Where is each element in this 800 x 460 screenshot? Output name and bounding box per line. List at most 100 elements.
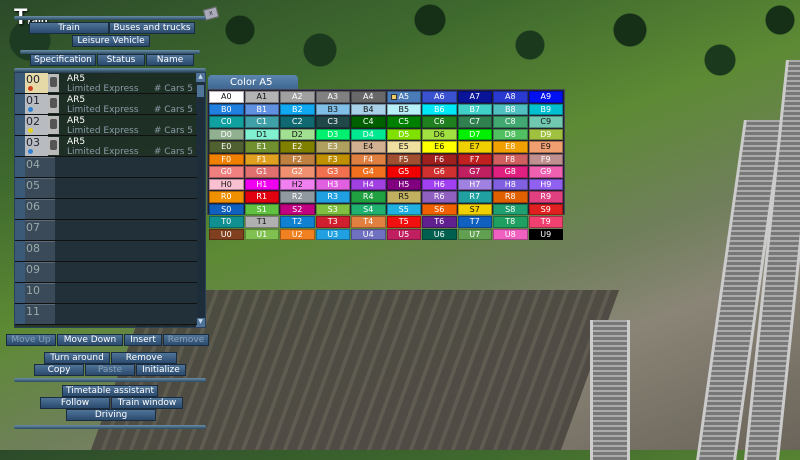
color-swatch-h0[interactable]: H0 <box>209 178 244 190</box>
color-swatch-t7[interactable]: T7 <box>457 216 492 228</box>
color-swatch-a3[interactable]: A3 <box>315 91 350 103</box>
color-swatch-f3[interactable]: F3 <box>315 153 350 165</box>
color-swatch-c8[interactable]: C8 <box>493 116 528 128</box>
color-swatch-b8[interactable]: B8 <box>493 103 528 115</box>
color-swatch-u5[interactable]: U5 <box>386 228 421 240</box>
color-swatch-s6[interactable]: S6 <box>422 203 457 215</box>
color-swatch-b7[interactable]: B7 <box>457 103 492 115</box>
color-swatch-h7[interactable]: H7 <box>457 178 492 190</box>
color-swatch-f6[interactable]: F6 <box>422 153 457 165</box>
color-swatch-c9[interactable]: C9 <box>528 116 563 128</box>
color-swatch-s8[interactable]: S8 <box>493 203 528 215</box>
copy-button[interactable]: Copy <box>34 364 84 376</box>
color-swatch-r9[interactable]: R9 <box>528 191 563 203</box>
empty-slot[interactable]: 05 <box>15 178 197 199</box>
color-swatch-d4[interactable]: D4 <box>351 128 386 140</box>
color-swatch-a6[interactable]: A6 <box>422 91 457 103</box>
insert-button[interactable]: Insert <box>124 334 162 346</box>
empty-slot[interactable]: 09 <box>15 262 197 283</box>
color-swatch-b1[interactable]: B1 <box>244 103 279 115</box>
color-swatch-d9[interactable]: D9 <box>528 128 563 140</box>
color-swatch-f9[interactable]: F9 <box>528 153 563 165</box>
color-swatch-r3[interactable]: R3 <box>315 191 350 203</box>
view-tab-name[interactable]: Name <box>146 54 194 66</box>
color-swatch-h1[interactable]: H1 <box>244 178 279 190</box>
color-swatch-e6[interactable]: E6 <box>422 141 457 153</box>
color-swatch-c4[interactable]: C4 <box>351 116 386 128</box>
paste-button[interactable]: Paste <box>85 364 135 376</box>
color-swatch-a7[interactable]: A7 <box>457 91 492 103</box>
color-swatch-d3[interactable]: D3 <box>315 128 350 140</box>
color-swatch-h9[interactable]: H9 <box>528 178 563 190</box>
color-swatch-d0[interactable]: D0 <box>209 128 244 140</box>
color-swatch-s5[interactable]: S5 <box>386 203 421 215</box>
color-swatch-g2[interactable]: G2 <box>280 166 315 178</box>
color-swatch-b6[interactable]: B6 <box>422 103 457 115</box>
color-swatch-b9[interactable]: B9 <box>528 103 563 115</box>
color-swatch-e3[interactable]: E3 <box>315 141 350 153</box>
color-swatch-a2[interactable]: A2 <box>280 91 315 103</box>
color-swatch-f1[interactable]: F1 <box>244 153 279 165</box>
color-swatch-t8[interactable]: T8 <box>493 216 528 228</box>
color-swatch-d7[interactable]: D7 <box>457 128 492 140</box>
color-swatch-u4[interactable]: U4 <box>351 228 386 240</box>
color-swatch-c5[interactable]: C5 <box>386 116 421 128</box>
color-swatch-d6[interactable]: D6 <box>422 128 457 140</box>
color-swatch-r4[interactable]: R4 <box>351 191 386 203</box>
color-swatch-a5[interactable]: A5 <box>386 91 421 103</box>
color-swatch-s7[interactable]: S7 <box>457 203 492 215</box>
color-swatch-r7[interactable]: R7 <box>457 191 492 203</box>
train-window-button[interactable]: Train window <box>111 397 183 409</box>
empty-slot[interactable]: 11 <box>15 304 197 325</box>
color-swatch-g4[interactable]: G4 <box>351 166 386 178</box>
color-swatch-s4[interactable]: S4 <box>351 203 386 215</box>
color-swatch-f4[interactable]: F4 <box>351 153 386 165</box>
color-swatch-d2[interactable]: D2 <box>280 128 315 140</box>
color-swatch-c3[interactable]: C3 <box>315 116 350 128</box>
color-swatch-e1[interactable]: E1 <box>244 141 279 153</box>
color-swatch-s1[interactable]: S1 <box>244 203 279 215</box>
color-swatch-h2[interactable]: H2 <box>280 178 315 190</box>
color-swatch-s2[interactable]: S2 <box>280 203 315 215</box>
scrollbar[interactable]: ▲ ▼ <box>196 73 205 327</box>
color-swatch-r2[interactable]: R2 <box>280 191 315 203</box>
color-swatch-e9[interactable]: E9 <box>528 141 563 153</box>
color-swatch-f2[interactable]: F2 <box>280 153 315 165</box>
color-swatch-f8[interactable]: F8 <box>493 153 528 165</box>
color-swatch-e8[interactable]: E8 <box>493 141 528 153</box>
color-swatch-c2[interactable]: C2 <box>280 116 315 128</box>
color-swatch-c1[interactable]: C1 <box>244 116 279 128</box>
color-swatch-d8[interactable]: D8 <box>493 128 528 140</box>
scroll-up-icon[interactable]: ▲ <box>196 73 205 82</box>
color-swatch-c0[interactable]: C0 <box>209 116 244 128</box>
color-swatch-b0[interactable]: B0 <box>209 103 244 115</box>
color-swatch-a9[interactable]: A9 <box>528 91 563 103</box>
color-swatch-u2[interactable]: U2 <box>280 228 315 240</box>
color-swatch-c7[interactable]: C7 <box>457 116 492 128</box>
color-swatch-h4[interactable]: H4 <box>351 178 386 190</box>
color-swatch-t1[interactable]: T1 <box>244 216 279 228</box>
color-swatch-e4[interactable]: E4 <box>351 141 386 153</box>
empty-slot[interactable]: 06 <box>15 199 197 220</box>
color-swatch-g9[interactable]: G9 <box>528 166 563 178</box>
color-swatch-t5[interactable]: T5 <box>386 216 421 228</box>
color-swatch-u3[interactable]: U3 <box>315 228 350 240</box>
move-down-button[interactable]: Move Down <box>57 334 123 346</box>
color-swatch-e5[interactable]: E5 <box>386 141 421 153</box>
color-swatch-u6[interactable]: U6 <box>422 228 457 240</box>
timetable-assistant-button[interactable]: Timetable assistant <box>62 385 158 397</box>
remove-button[interactable]: Remove <box>111 352 177 364</box>
initialize-button[interactable]: Initialize <box>136 364 186 376</box>
empty-slot[interactable]: 07 <box>15 220 197 241</box>
color-swatch-h3[interactable]: H3 <box>315 178 350 190</box>
follow-button[interactable]: Follow <box>40 397 110 409</box>
color-swatch-a4[interactable]: A4 <box>351 91 386 103</box>
color-swatch-f5[interactable]: F5 <box>386 153 421 165</box>
color-swatch-e0[interactable]: E0 <box>209 141 244 153</box>
driving-button[interactable]: Driving <box>66 409 156 421</box>
color-swatch-a1[interactable]: A1 <box>244 91 279 103</box>
train-list-item[interactable]: 01 AR5 Limited Express # Cars 5 <box>15 94 197 115</box>
color-swatch-r1[interactable]: R1 <box>244 191 279 203</box>
empty-slot[interactable]: 08 <box>15 241 197 262</box>
turn-around-button[interactable]: Turn around <box>44 352 110 364</box>
